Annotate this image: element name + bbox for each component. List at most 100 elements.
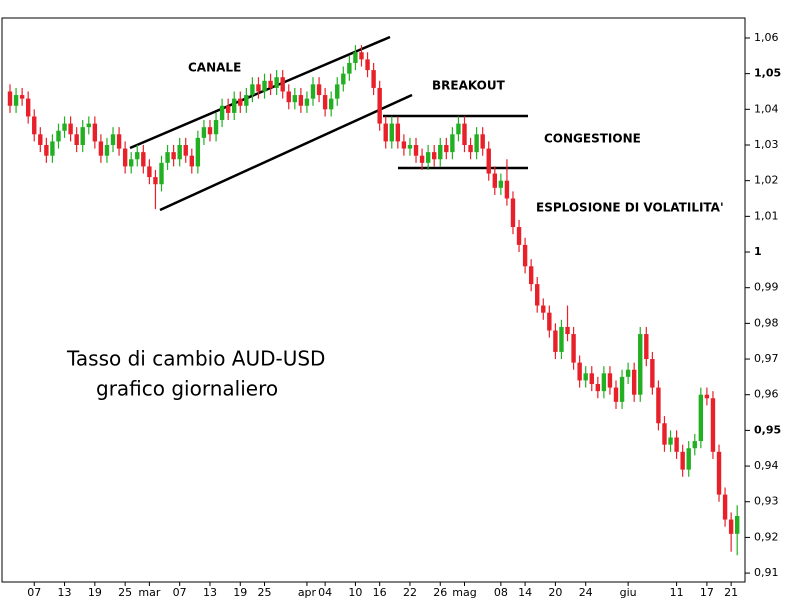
candle-body [322,95,328,110]
y-tick-label: 0,97 [754,352,779,365]
y-tick-label: 0,96 [754,388,779,401]
candle-body [444,144,449,153]
x-tick-label: 25 [118,586,132,599]
x-tick-label: 24 [579,586,593,599]
annotation: ESPLOSIONE DI VOLATILITA' [536,201,724,215]
candle-body [195,137,201,167]
candle-body [395,123,401,142]
candle-body [183,144,188,156]
y-tick-label: 0,98 [754,316,779,329]
candle-body [486,148,491,174]
y-tick-label: 0,92 [754,530,779,543]
candle-body [662,423,667,445]
candle-body [377,87,382,124]
candle-body [262,80,267,92]
candle-body [522,244,528,267]
candle-body [516,227,522,245]
candle-body [165,152,170,163]
candle-body [613,387,619,402]
candle-body [656,387,661,424]
candle-body [535,284,540,306]
y-tick-label: 1 [754,245,762,258]
candle-body [250,84,255,96]
y-tick-label: 1,04 [754,102,779,115]
candle-body [225,105,231,113]
x-tick-label: mar [138,586,160,599]
candle-body [177,144,182,160]
y-tick-label: 1,02 [754,174,779,187]
candle-body [159,162,164,185]
candle-body [213,120,219,135]
candle-body [238,98,243,106]
candle-body [256,84,261,92]
annotation: BREAKOUT [432,79,506,93]
channel-upper [129,35,391,150]
candle-body [44,144,49,156]
candle-body [116,134,122,149]
candle-body [50,141,55,156]
x-tick-label: 19 [233,586,247,599]
candle-body [232,98,237,113]
candle-body [619,376,625,402]
candle-body [353,52,358,63]
plot-frame [1,17,746,583]
candle-body [456,123,461,135]
candle-body [419,155,425,163]
y-tick-label: 0,95 [754,423,781,436]
y-tick-label: 0,99 [754,281,779,294]
candle-body [589,373,594,385]
candle-body [692,441,697,449]
candle-body [571,334,576,363]
candle-body [129,159,134,167]
candle-body [310,84,316,99]
candle-body [201,127,207,138]
candle-body [528,266,534,285]
candle-body [432,152,437,160]
chart-title: Tasso di cambio AUD-USD [66,347,325,371]
candle-body [650,359,655,388]
candle-body [425,152,431,163]
candle-body [468,144,473,153]
candle-body [735,516,740,534]
x-tick-label: 11 [670,586,684,599]
candle-body [298,95,304,106]
x-tick-label: 07 [27,586,41,599]
candle-body [25,98,31,117]
candle-body [674,437,679,452]
candle-body [680,451,685,470]
candle-body [474,134,479,153]
x-tick-label: 26 [433,586,447,599]
x-tick-label: 19 [88,586,102,599]
candle-body [68,123,73,135]
candle-body [7,91,13,106]
candle-body [359,52,364,60]
candle-body [304,98,310,106]
channel-lower [159,93,413,212]
candle-body [371,70,376,88]
candle-body [62,123,67,131]
candle-body [207,127,213,135]
candle-body [153,177,158,185]
candle-body [710,398,716,452]
candle-body [383,123,388,142]
x-tick-label: 16 [373,586,387,599]
candle-body [244,95,249,106]
x-tick-label: 10 [348,586,362,599]
candle-body [104,144,110,156]
x-tick-label: 25 [258,586,272,599]
candle-body [644,334,649,360]
candle-body [625,369,631,377]
chart-subtitle: grafico giornaliero [96,377,278,401]
x-tick-label: 13 [58,586,72,599]
candle-body [268,80,273,88]
candle-body [110,134,116,145]
candle-body [316,84,322,96]
candle-body [98,141,104,156]
candle-body [365,59,370,71]
candle-body [450,134,455,153]
x-tick-label: mag [452,586,476,599]
x-tick-label: 08 [494,586,508,599]
candle-body [686,448,691,470]
candle-body [86,123,91,128]
y-tick-label: 1,03 [754,138,779,151]
